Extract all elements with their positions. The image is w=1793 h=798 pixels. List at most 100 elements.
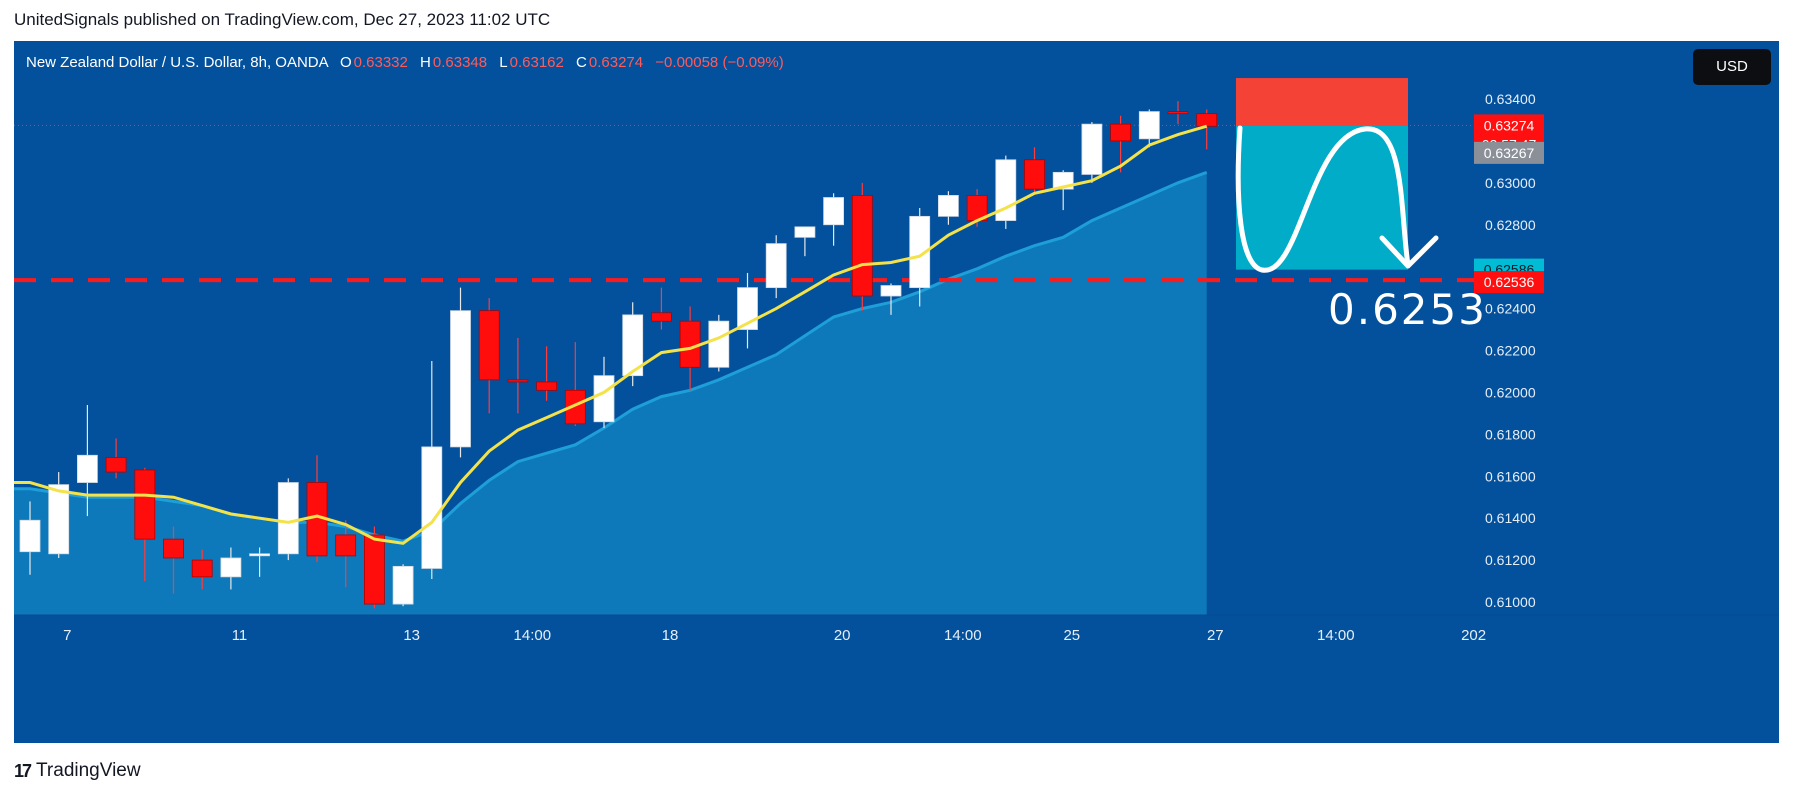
candle — [995, 155, 1017, 229]
candle — [1138, 109, 1160, 148]
candle-body — [938, 195, 959, 217]
footer-brand[interactable]: 17 TradingView — [14, 760, 141, 782]
candle-body — [1196, 113, 1218, 127]
candle — [1167, 101, 1189, 125]
candle-body — [421, 446, 443, 569]
y-tick-label: 0.62400 — [1485, 301, 1536, 317]
candle — [622, 302, 644, 387]
candle — [794, 226, 816, 257]
x-tick-label: 25 — [1063, 627, 1080, 644]
candle — [19, 501, 41, 575]
y-tick-label: 0.62200 — [1485, 343, 1536, 359]
candle — [507, 337, 529, 414]
ema-fast-line — [14, 124, 1208, 545]
x-tick-label: 14:00 — [944, 627, 982, 644]
take-profit-zone — [1236, 125, 1408, 270]
candle-body — [335, 534, 357, 557]
candle-body — [220, 557, 242, 578]
stop-loss-zone — [1236, 78, 1408, 126]
candle — [1052, 170, 1074, 211]
candle-body — [77, 454, 98, 483]
brand-name: TradingView — [36, 760, 141, 781]
candle — [249, 547, 271, 577]
y-tick-label: 0.61400 — [1485, 510, 1536, 526]
candle-body — [478, 310, 500, 381]
candle — [191, 549, 213, 590]
candle-body — [19, 519, 41, 553]
candle-body — [363, 534, 385, 605]
candle-body — [1081, 123, 1103, 175]
candle-body — [507, 379, 529, 383]
candle-body — [191, 559, 213, 578]
candle — [765, 235, 787, 299]
candle-body — [277, 482, 299, 555]
candle-body — [134, 469, 156, 540]
y-tick-label: 0.63400 — [1485, 91, 1536, 107]
y-tick-label: 0.63000 — [1485, 175, 1536, 191]
candle — [134, 467, 156, 582]
candle — [851, 182, 873, 311]
candle-body — [880, 285, 902, 297]
y-tick-label: 0.61200 — [1485, 552, 1536, 568]
candle-body — [851, 195, 873, 297]
symbol-name: New Zealand Dollar / U.S. Dollar, 8h, OA… — [26, 54, 328, 71]
x-tick-label: 20 — [834, 627, 851, 644]
candle — [335, 520, 357, 588]
open-label: O — [339, 54, 352, 71]
candle-body — [1110, 123, 1131, 142]
candle-body — [1138, 111, 1160, 140]
candle-body — [708, 320, 730, 368]
support-price-badge: 0.62536 — [1474, 271, 1544, 294]
candle — [536, 346, 557, 401]
candle — [1110, 115, 1131, 173]
candle — [1081, 122, 1103, 183]
change-value: −0.00058 (−0.09%) — [655, 54, 784, 71]
candle — [163, 526, 184, 594]
candle-body — [48, 484, 70, 555]
x-tick-label: 18 — [662, 627, 679, 644]
candle-body — [679, 320, 701, 368]
candle — [48, 472, 70, 558]
x-tick-label: 7 — [63, 627, 71, 644]
support-price-badge-text: 0.62536 — [1484, 274, 1535, 290]
candle — [392, 564, 414, 607]
x-tick-label: 14:00 — [514, 627, 552, 644]
candle-body — [1167, 111, 1189, 115]
ema-slow-area — [14, 172, 1207, 615]
y-tick-label: 0.61000 — [1485, 594, 1536, 610]
price-annotation: 0.6253 — [1328, 285, 1487, 334]
candle-body — [163, 538, 184, 559]
currency-button[interactable]: USD — [1693, 49, 1771, 85]
candle-body — [1024, 159, 1045, 190]
y-tick-label: 0.61800 — [1485, 426, 1536, 442]
candle-body — [765, 243, 787, 289]
close-value: 0.63274 — [588, 54, 644, 71]
low-label: L — [499, 54, 508, 71]
candle — [77, 404, 98, 517]
candle-body — [105, 456, 127, 473]
last-price-text: 0.63274 — [1484, 117, 1535, 133]
candle-body — [823, 197, 844, 226]
x-tick-label: 13 — [403, 627, 420, 644]
y-tick-label: 0.62000 — [1485, 384, 1536, 400]
candle-body — [249, 553, 271, 557]
candle — [880, 283, 902, 315]
y-tick-label: 0.61600 — [1485, 468, 1536, 484]
close-label: C — [576, 54, 587, 71]
x-tick-label: 202 — [1461, 627, 1486, 644]
candle-body — [622, 314, 644, 377]
x-tick-label: 11 — [232, 627, 248, 644]
candle — [105, 438, 127, 479]
symbol-legend: New Zealand Dollar / U.S. Dollar, 8h, OA… — [26, 54, 784, 71]
candle-body — [536, 381, 557, 391]
support-price-badge-bg — [1474, 271, 1544, 294]
open-value: 0.63332 — [353, 54, 408, 71]
candle — [564, 342, 586, 426]
published-caption: UnitedSignals published on TradingView.c… — [14, 10, 551, 29]
candle-body — [392, 565, 414, 605]
high-label: H — [420, 54, 431, 71]
candle-body — [794, 226, 816, 238]
arrow-head-icon — [1379, 235, 1439, 269]
candle — [277, 478, 299, 561]
